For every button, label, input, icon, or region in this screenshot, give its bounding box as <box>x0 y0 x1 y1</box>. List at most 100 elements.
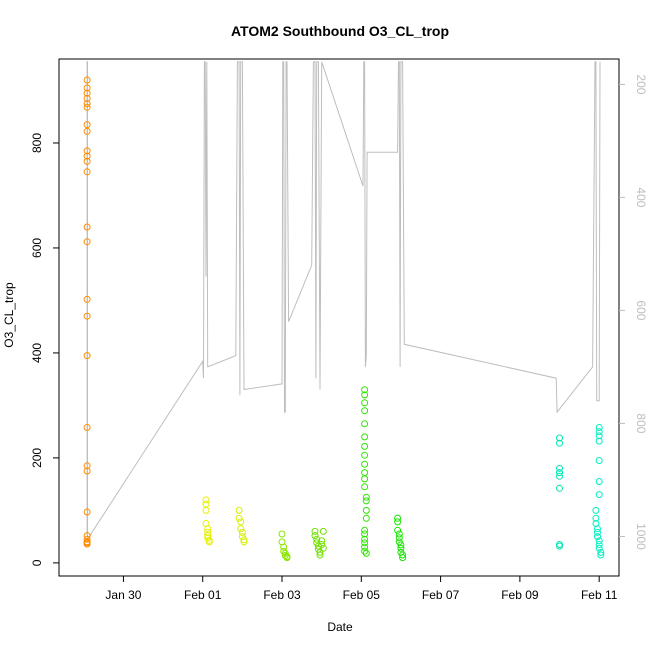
data-point <box>316 548 324 556</box>
chart-title: ATOM2 Southbound O3_CL_trop <box>231 23 449 39</box>
data-point <box>362 514 370 522</box>
data-point <box>83 312 91 320</box>
data-point <box>595 541 603 548</box>
data-point <box>556 464 563 472</box>
data-point <box>283 554 291 562</box>
data-point <box>83 462 91 470</box>
data-point <box>204 525 212 533</box>
x-tick-label: Feb 09 <box>501 588 539 602</box>
data-point <box>280 547 288 555</box>
y-tick-label: 400 <box>30 343 44 363</box>
data-point <box>202 496 210 504</box>
plot-frame <box>58 58 620 577</box>
data-point <box>592 506 600 514</box>
data-point <box>556 484 563 492</box>
data-point <box>83 238 91 246</box>
data-point <box>399 554 407 562</box>
data-point <box>361 433 369 441</box>
data-point <box>237 525 245 533</box>
data-point <box>235 506 243 514</box>
data-point <box>318 537 326 545</box>
y2-tick-label: 400 <box>634 187 648 207</box>
x-tick-label: Feb 05 <box>343 588 381 602</box>
data-point <box>83 157 91 165</box>
data-point <box>83 89 91 97</box>
y-axis: 0 200 400 600 800 <box>30 133 59 566</box>
data-point <box>205 538 213 546</box>
data-point <box>592 514 600 522</box>
data-point <box>394 526 402 534</box>
data-point <box>240 536 248 544</box>
data-point <box>556 472 563 480</box>
y-tick-label: 0 <box>30 559 44 566</box>
altitude-profile <box>86 61 601 541</box>
data-point <box>278 530 286 538</box>
data-point <box>361 475 369 483</box>
data-point <box>361 451 369 459</box>
data-point <box>238 528 246 536</box>
data-point <box>394 514 402 522</box>
data-points <box>83 76 605 562</box>
data-point <box>204 532 212 540</box>
data-point <box>397 544 405 552</box>
data-point <box>597 551 605 559</box>
data-point <box>83 467 91 475</box>
data-point <box>556 439 563 447</box>
data-point <box>395 530 403 538</box>
data-point <box>595 537 603 545</box>
data-point <box>594 528 601 536</box>
x-tick-label: Feb 07 <box>422 588 460 602</box>
data-point <box>83 295 91 303</box>
data-point <box>83 424 91 431</box>
data-point <box>316 551 324 559</box>
data-point <box>83 147 91 155</box>
y-tick-label: 200 <box>30 448 44 468</box>
data-point <box>556 542 563 550</box>
data-point <box>361 469 369 477</box>
data-point <box>240 538 248 546</box>
data-point <box>361 399 369 407</box>
data-point <box>399 551 407 559</box>
data-point <box>361 526 369 534</box>
data-point <box>595 544 603 552</box>
data-point <box>83 535 91 543</box>
data-point <box>361 420 369 428</box>
x-tick-label: Jan 30 <box>105 588 141 602</box>
data-point <box>595 478 603 485</box>
data-point <box>361 407 369 415</box>
data-point <box>361 543 369 551</box>
data-point <box>202 506 210 514</box>
y-tick-label: 800 <box>30 133 44 153</box>
data-point <box>594 533 601 541</box>
data-point <box>595 457 603 464</box>
data-point <box>595 424 603 431</box>
altitude-line <box>86 61 601 541</box>
data-point <box>280 543 288 551</box>
data-point <box>83 100 91 108</box>
data-point <box>595 432 603 440</box>
data-point <box>361 460 369 468</box>
y-axis-label: O3_CL_trop <box>2 282 16 348</box>
data-point <box>595 437 603 445</box>
data-point <box>83 127 91 135</box>
data-point <box>83 152 91 160</box>
data-point <box>313 535 321 543</box>
data-point <box>319 544 327 552</box>
data-point <box>83 103 91 111</box>
data-point <box>83 84 91 92</box>
data-point <box>281 552 289 559</box>
data-point <box>556 434 563 442</box>
data-point <box>361 530 369 538</box>
data-point <box>556 469 563 477</box>
y2-tick-label: 1000 <box>634 523 648 550</box>
data-point <box>594 525 601 533</box>
data-point <box>362 493 370 501</box>
data-point <box>311 527 319 535</box>
data-point <box>83 508 91 516</box>
data-point <box>597 548 605 556</box>
data-point <box>394 518 402 526</box>
y-tick-label: 600 <box>30 238 44 258</box>
data-point <box>83 223 91 231</box>
data-point <box>83 540 91 548</box>
